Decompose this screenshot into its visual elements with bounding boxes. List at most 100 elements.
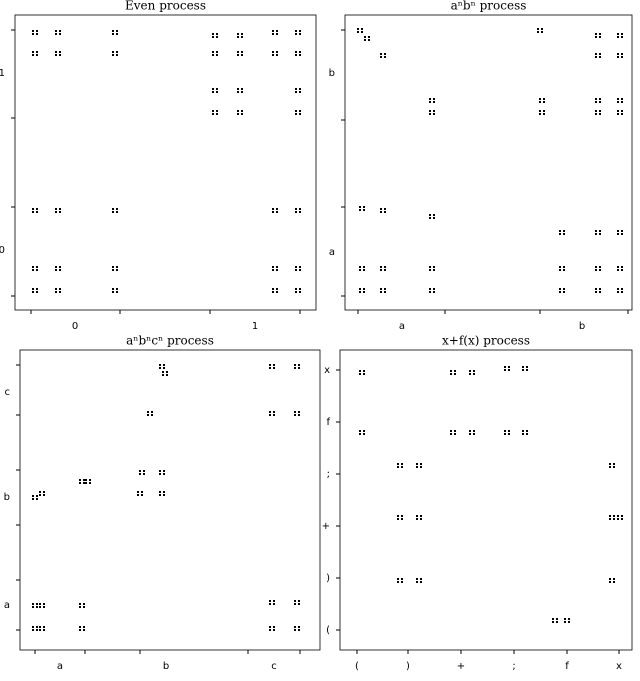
point-cluster	[32, 495, 38, 500]
point-cluster	[55, 208, 61, 213]
y-tick-label: 1	[0, 68, 5, 79]
point-cluster	[397, 578, 403, 583]
point-cluster	[32, 603, 38, 608]
point-cluster	[162, 371, 168, 376]
point-cluster	[429, 288, 435, 293]
point-cluster	[429, 98, 435, 103]
point-cluster	[237, 110, 243, 115]
point-cluster	[380, 288, 386, 293]
x-tick-label: 0	[72, 321, 78, 332]
point-cluster	[294, 600, 300, 605]
point-cluster	[380, 53, 386, 58]
point-cluster	[237, 88, 243, 93]
point-cluster	[147, 411, 153, 416]
point-cluster	[55, 266, 61, 271]
point-cluster	[522, 430, 528, 435]
point-cluster	[504, 366, 510, 371]
point-cluster	[380, 266, 386, 271]
point-cluster	[357, 28, 363, 33]
plot-frame	[339, 349, 633, 651]
point-cluster	[32, 626, 38, 631]
point-cluster	[295, 88, 301, 93]
x-tick-label: 1	[252, 321, 258, 332]
point-cluster	[359, 288, 365, 293]
y-tick-label: a	[4, 600, 10, 611]
plot-frame	[14, 14, 317, 311]
point-cluster	[55, 30, 61, 35]
y-tick-label: a	[329, 247, 335, 258]
point-cluster	[294, 626, 300, 631]
point-cluster	[539, 110, 545, 115]
y-tick-label: +	[322, 521, 330, 532]
y-tick-label: (	[326, 625, 330, 636]
y-tick-label: b	[329, 68, 335, 79]
point-cluster	[559, 288, 565, 293]
x-tick-label: a	[57, 661, 63, 672]
point-cluster	[595, 53, 601, 58]
point-cluster	[32, 208, 38, 213]
x-tick-label: f	[565, 661, 569, 672]
y-tick-label: )	[326, 573, 330, 584]
point-cluster	[212, 110, 218, 115]
point-cluster	[79, 603, 85, 608]
point-cluster	[294, 411, 300, 416]
point-cluster	[359, 370, 365, 375]
point-cluster	[469, 430, 475, 435]
point-cluster	[272, 51, 278, 56]
point-cluster	[617, 98, 623, 103]
x-tick-label: (	[355, 661, 359, 672]
point-cluster	[469, 370, 475, 375]
point-cluster	[269, 600, 275, 605]
x-tick-label: c	[271, 661, 277, 672]
point-cluster	[272, 208, 278, 213]
point-cluster	[539, 98, 545, 103]
point-cluster	[159, 364, 165, 369]
point-cluster	[429, 214, 435, 219]
point-cluster	[32, 266, 38, 271]
point-cluster	[294, 364, 300, 369]
point-cluster	[617, 266, 623, 271]
point-cluster	[269, 626, 275, 631]
point-cluster	[617, 515, 623, 520]
point-cluster	[504, 430, 510, 435]
point-cluster	[39, 626, 45, 631]
x-tick-label: b	[579, 321, 585, 332]
point-cluster	[595, 288, 601, 293]
y-tick-label: x	[324, 365, 330, 376]
point-cluster	[429, 110, 435, 115]
point-cluster	[559, 266, 565, 271]
point-cluster	[295, 30, 301, 35]
point-cluster	[364, 36, 370, 41]
plot-frame	[344, 14, 633, 311]
panel: aⁿbⁿcⁿ process a b c a b c	[4, 334, 321, 672]
point-cluster	[595, 266, 601, 271]
point-cluster	[39, 603, 45, 608]
point-cluster	[609, 578, 615, 583]
point-cluster	[522, 366, 528, 371]
y-tick-label: 0	[0, 245, 5, 256]
point-cluster	[32, 51, 38, 56]
point-cluster	[359, 266, 365, 271]
point-cluster	[397, 463, 403, 468]
point-cluster	[595, 110, 601, 115]
point-cluster	[79, 479, 85, 484]
point-cluster	[237, 51, 243, 56]
point-cluster	[450, 370, 456, 375]
point-cluster	[609, 515, 615, 520]
x-tick-label: )	[406, 661, 410, 672]
point-cluster	[32, 288, 38, 293]
point-cluster	[559, 230, 565, 235]
point-cluster	[595, 33, 601, 38]
x-tick-label: ;	[512, 661, 515, 672]
point-cluster	[359, 430, 365, 435]
point-cluster	[295, 208, 301, 213]
point-cluster	[212, 33, 218, 38]
point-cluster	[595, 98, 601, 103]
point-cluster	[295, 110, 301, 115]
point-cluster	[609, 463, 615, 468]
point-cluster	[272, 30, 278, 35]
point-cluster	[159, 470, 165, 475]
point-cluster	[617, 33, 623, 38]
panel-title: aⁿbⁿcⁿ process	[126, 334, 214, 348]
